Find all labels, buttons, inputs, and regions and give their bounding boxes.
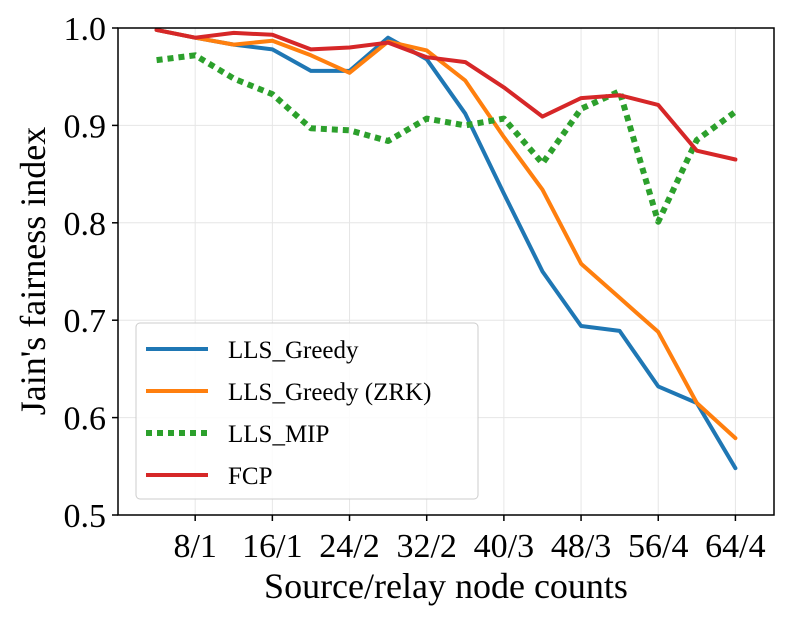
- plot-frame: [117, 27, 775, 516]
- y-tick-label: 0.7: [64, 303, 107, 340]
- series-line-lls-mip: [156, 52, 738, 225]
- y-tick-label: 0.9: [64, 108, 107, 145]
- y-axis-ticks: 0.5 0.6 0.7 0.8 0.9 1.0: [64, 11, 118, 535]
- legend-label-fcp: FCP: [228, 463, 272, 490]
- series-layer: [154, 27, 738, 471]
- series-line-lls-greedy-zrk: [154, 27, 738, 441]
- legend-label-lls-mip: LLS_MIP: [228, 421, 329, 448]
- y-tick-label: 0.6: [64, 401, 107, 438]
- series-line-fcp: [154, 27, 738, 162]
- x-tick-label: 56/4: [628, 528, 688, 565]
- series-line-lls-greedy: [154, 27, 738, 471]
- y-tick-label: 0.5: [64, 498, 107, 535]
- x-tick-label: 24/2: [319, 528, 379, 565]
- x-tick-label: 8/1: [173, 528, 216, 565]
- y-tick-label: 1.0: [64, 11, 107, 48]
- legend-box: [135, 322, 479, 500]
- x-axis-label: Source/relay node counts: [264, 566, 628, 606]
- y-tick-label: 0.8: [64, 206, 107, 243]
- legend-label-lls-greedy: LLS_Greedy: [228, 337, 359, 364]
- x-tick-label: 48/3: [551, 528, 611, 565]
- x-tick-label: 16/1: [242, 528, 302, 565]
- x-tick-label: 40/3: [474, 528, 534, 565]
- y-axis-label: Jain's fairness index: [13, 127, 53, 415]
- x-axis-ticks: 8/1 16/1 24/2 32/2 40/3 48/3 56/4 64/4: [173, 515, 766, 565]
- legend: LLS_Greedy LLS_Greedy (ZRK) LLS_MIP FCP: [135, 322, 479, 500]
- x-tick-label: 32/2: [396, 528, 456, 565]
- x-tick-label: 64/4: [705, 528, 765, 565]
- legend-label-lls-greedy-zrk: LLS_Greedy (ZRK): [228, 379, 431, 406]
